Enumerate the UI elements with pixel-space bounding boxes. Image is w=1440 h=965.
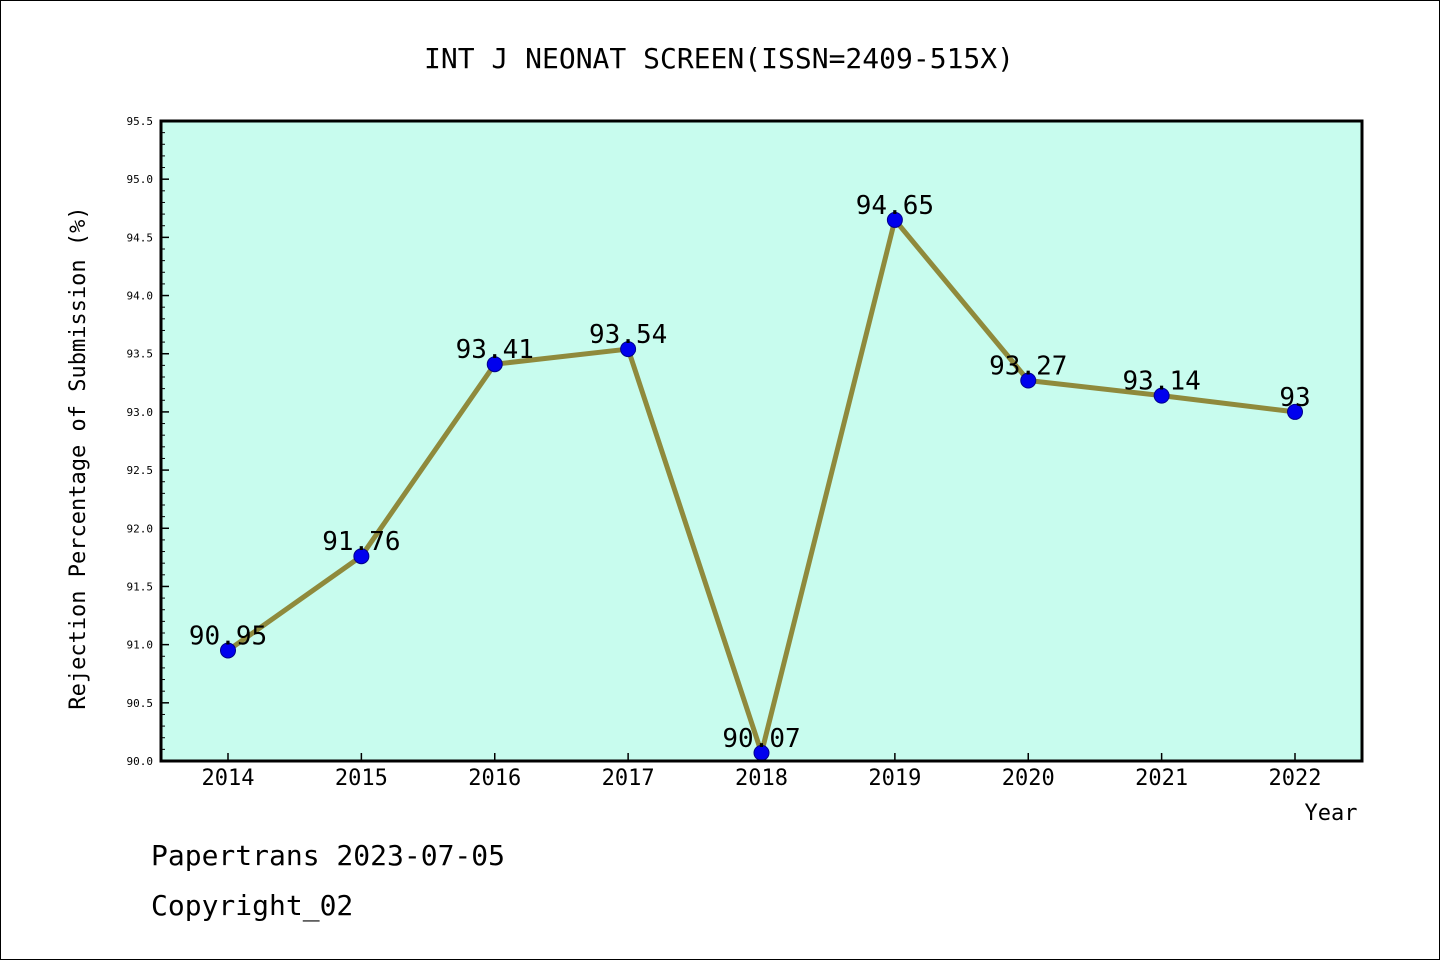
x-tick-label: 2018 xyxy=(735,766,788,791)
data-label: 93.27 xyxy=(989,351,1067,381)
x-tick-label: 2022 xyxy=(1269,766,1322,791)
y-axis-label: Rejection Percentage of Submission (%) xyxy=(66,206,91,709)
x-tick-label: 2014 xyxy=(202,766,255,791)
y-tick-label: 95.0 xyxy=(127,173,154,186)
x-tick-label: 2017 xyxy=(602,766,655,791)
data-point xyxy=(1153,387,1170,404)
plot-area xyxy=(161,121,1362,761)
footer-date: Papertrans 2023-07-05 xyxy=(151,839,505,872)
data-point xyxy=(220,642,236,659)
y-tick-label: 90.5 xyxy=(127,697,154,710)
chart-title: INT J NEONAT SCREEN(ISSN=2409-515X) xyxy=(424,42,1014,75)
x-tick-label: 2021 xyxy=(1135,766,1188,791)
x-tick-label: 2016 xyxy=(468,766,521,791)
x-tick-label: 2015 xyxy=(335,766,388,791)
y-tick-label: 90.0 xyxy=(127,755,154,768)
data-point xyxy=(353,548,370,565)
data-point xyxy=(620,341,637,358)
data-label: 93.41 xyxy=(456,335,534,365)
footer-copyright: Copyright_02 xyxy=(151,889,353,923)
y-tick-label: 94.5 xyxy=(127,231,154,244)
plot-border xyxy=(159,119,1364,763)
data-label: 93.54 xyxy=(589,320,667,350)
data-point xyxy=(1020,372,1037,389)
x-tick-label: 2020 xyxy=(1002,766,1055,791)
data-label: 93 xyxy=(1279,383,1310,413)
y-tick-label: 92.0 xyxy=(127,522,154,535)
y-tick-label: 93.5 xyxy=(127,348,154,361)
data-label: 90.07 xyxy=(722,724,800,754)
x-axis: 2014 2015 2016 2017 2018 2019 2020 2021 2022 xyxy=(202,753,1322,791)
y-tick-label: 95.5 xyxy=(127,115,154,128)
data-label: 90.95 xyxy=(189,621,267,651)
y-tick-label: 92.5 xyxy=(127,464,154,477)
y-tick-label: 91.0 xyxy=(127,639,154,652)
data-labels: 90.95 91.76 93.41 93.54 90.07 94.65 93.27 93.14… xyxy=(189,191,1311,754)
x-axis-label: Year xyxy=(1305,801,1358,826)
data-point xyxy=(886,211,903,228)
data-points xyxy=(220,211,1303,761)
data-label: 91.76 xyxy=(322,527,400,557)
y-tick-label: 91.5 xyxy=(127,580,154,593)
data-point xyxy=(486,356,503,373)
data-point xyxy=(1287,403,1303,420)
data-label: 93.14 xyxy=(1122,367,1200,397)
y-tick-label: 93.0 xyxy=(127,406,154,419)
x-tick-label: 2019 xyxy=(868,766,921,791)
data-label: 94.65 xyxy=(856,191,934,221)
y-tick-label: 94.0 xyxy=(127,290,154,303)
